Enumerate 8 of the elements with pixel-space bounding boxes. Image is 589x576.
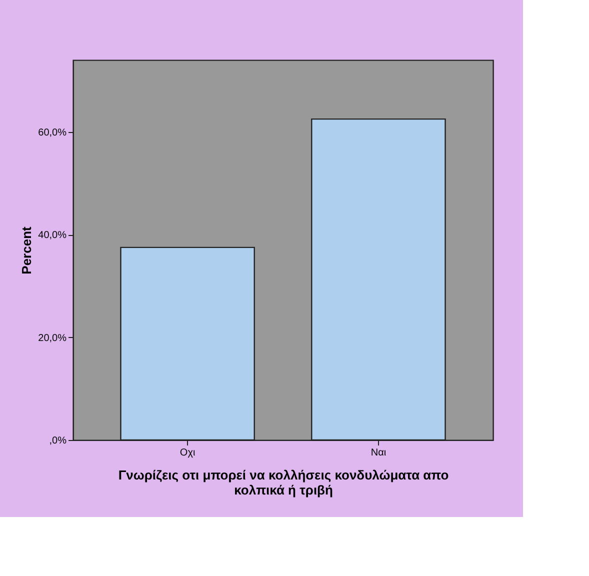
y-tick-label: 40,0% (38, 230, 67, 242)
y-tick-label: ,0% (49, 436, 67, 446)
y-tick-label: 60,0% (38, 127, 67, 138)
y-axis-title: Percent (19, 226, 34, 274)
y-tick-label: 20,0% (38, 332, 67, 344)
x-tick-label: Ναι (370, 448, 386, 458)
x-tick-label: Οχι (180, 448, 196, 458)
x-axis-title: Γνωρίζεις οτι μπορεί να κολλήσεις κονδυλώματα απο κολπικά ή τριβή (118, 468, 449, 498)
